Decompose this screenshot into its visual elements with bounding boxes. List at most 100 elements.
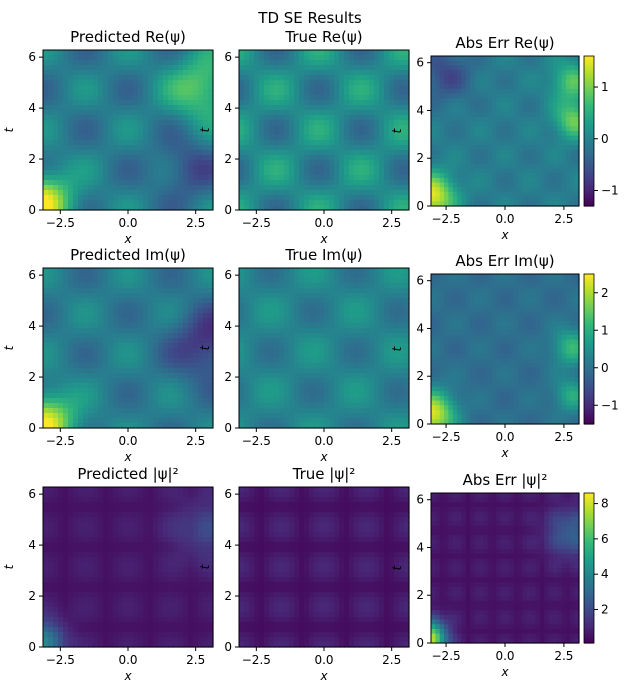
heatmap-cell — [369, 165, 375, 171]
heatmap-cell — [374, 313, 380, 319]
heatmap-cell — [379, 333, 385, 339]
heatmap-cell — [294, 273, 300, 279]
heatmap-cell — [354, 185, 360, 191]
heatmap-cell — [500, 191, 506, 198]
heatmap-cell — [203, 408, 209, 414]
heatmap-cell — [491, 88, 497, 95]
heatmap-cell — [505, 177, 510, 184]
heatmap-cell — [43, 393, 49, 399]
heatmap-cell — [344, 323, 350, 329]
heatmap-cell — [491, 102, 497, 109]
heatmap-cell — [374, 85, 380, 91]
heatmap-cell — [448, 93, 454, 99]
heatmap-cell — [522, 126, 528, 132]
heatmap-cell — [457, 88, 463, 95]
heatmap-cell — [183, 140, 189, 146]
heatmap-cell — [148, 70, 154, 76]
colorbar-segment — [584, 191, 594, 195]
heatmap-cell — [153, 110, 159, 116]
heatmap-cell — [163, 80, 169, 86]
heatmap-cell — [158, 65, 164, 71]
heatmap-cell — [183, 323, 189, 329]
heatmap-cell — [531, 84, 537, 90]
heatmap-cell — [163, 323, 169, 329]
heatmap-cell — [374, 308, 380, 314]
heatmap-cell — [244, 298, 250, 304]
heatmap-cell — [193, 328, 199, 334]
heatmap-cell — [354, 80, 360, 86]
heatmap-cell — [339, 283, 345, 289]
heatmap-cell — [53, 145, 59, 151]
heatmap-cell — [108, 293, 114, 299]
heatmap-cell — [113, 358, 119, 364]
heatmap-cell — [513, 65, 519, 71]
heatmap-cell — [359, 165, 365, 171]
heatmap-cell — [435, 102, 441, 109]
heatmap-cell — [435, 173, 441, 179]
heatmap-cell — [379, 190, 385, 196]
heatmap-cell — [153, 155, 159, 161]
heatmap-cell — [118, 80, 124, 86]
heatmap-cell — [98, 308, 104, 314]
heatmap-cell — [178, 423, 184, 429]
heatmap-cell — [574, 191, 580, 198]
heatmap-cell — [319, 75, 325, 81]
heatmap-cell — [465, 107, 471, 113]
heatmap-cell — [289, 75, 295, 81]
heatmap-cell — [123, 110, 129, 116]
heatmap-cell — [509, 56, 515, 62]
heatmap-cell — [544, 145, 550, 151]
heatmap-cell — [279, 318, 285, 324]
heatmap-cell — [239, 313, 245, 319]
heatmap-cell — [535, 163, 541, 170]
heatmap-cell — [470, 145, 476, 151]
heatmap-cell — [123, 328, 129, 334]
heatmap-cell — [203, 348, 209, 354]
heatmap-cell — [193, 383, 199, 389]
heatmap-cell — [334, 70, 340, 76]
heatmap-cell — [269, 65, 275, 71]
heatmap-cell — [339, 308, 345, 314]
heatmap-cell — [374, 135, 380, 141]
heatmap-cell — [349, 60, 355, 66]
heatmap-cell — [83, 130, 89, 136]
heatmap-cell — [113, 90, 119, 96]
heatmap-cell — [168, 418, 174, 424]
heatmap-cell — [208, 150, 214, 156]
heatmap-cell — [143, 155, 149, 161]
heatmap-cell — [544, 84, 550, 90]
heatmap-cell — [557, 196, 563, 202]
heatmap-cell — [264, 155, 270, 161]
heatmap-cell — [509, 74, 515, 81]
heatmap-cell — [53, 205, 59, 211]
heatmap-cell — [163, 423, 169, 429]
heatmap-cell — [68, 383, 74, 389]
heatmap-cell — [548, 173, 554, 179]
heatmap-cell — [88, 358, 94, 364]
heatmap-cell — [128, 180, 134, 186]
heatmap-cell — [329, 90, 335, 96]
heatmap-cell — [565, 145, 571, 151]
heatmap-cells — [431, 56, 580, 207]
heatmap-cell — [334, 130, 340, 136]
heatmap-cell — [304, 318, 310, 324]
heatmap-cell — [249, 70, 255, 76]
heatmap-cell — [173, 308, 179, 314]
heatmap-cell — [394, 190, 400, 196]
heatmap-cell — [500, 98, 506, 104]
heatmap-cell — [513, 126, 519, 132]
heatmap-cell — [444, 163, 450, 170]
heatmap-cell — [274, 100, 280, 106]
heatmap-cell — [53, 105, 59, 111]
heatmap-cell — [324, 180, 330, 186]
heatmap-cell — [470, 121, 476, 127]
heatmap-cell — [448, 168, 454, 174]
heatmap-cell — [309, 333, 315, 339]
heatmap-cell — [359, 303, 365, 309]
heatmap-cell — [239, 338, 245, 344]
heatmap-cell — [123, 150, 129, 156]
heatmap-cell — [63, 120, 69, 126]
heatmap-cell — [544, 79, 550, 85]
heatmap-cell — [461, 163, 467, 170]
heatmap-cell — [339, 130, 345, 136]
